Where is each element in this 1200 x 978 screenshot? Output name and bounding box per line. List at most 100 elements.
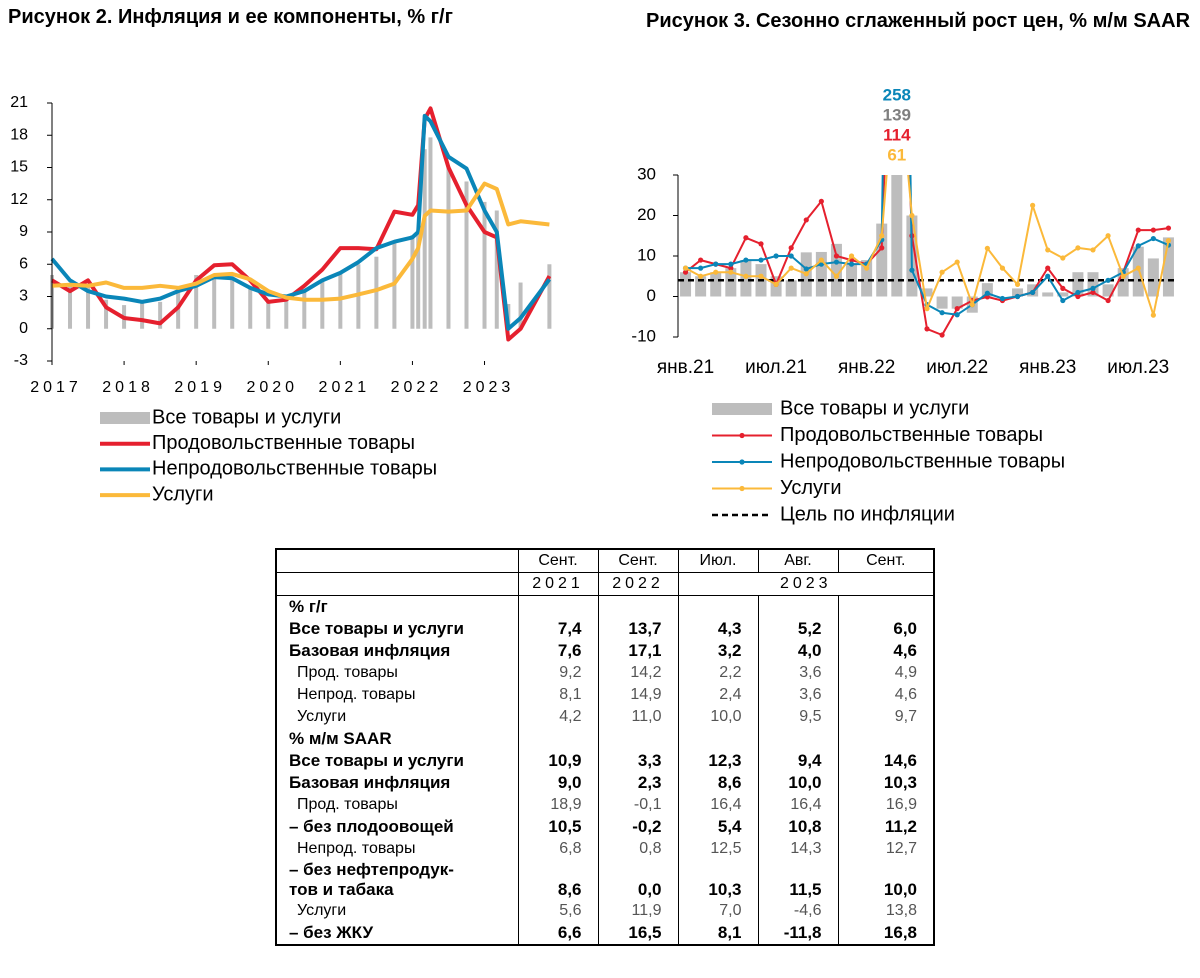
point: [682, 265, 689, 271]
table-cell: 2,4: [677, 684, 758, 706]
table-cell: 9,2: [517, 662, 598, 684]
table-row: Прод. товары 18,9 -0,1 16,4 16,4 16,9: [276, 794, 934, 816]
data-label: 258: [883, 85, 911, 104]
point: [1045, 273, 1051, 279]
point: [1060, 255, 1066, 261]
point: [773, 281, 779, 287]
table-cell: 2,2: [677, 662, 758, 684]
table-cell: 13,7: [597, 618, 678, 640]
x-tick-label: 2017: [30, 379, 82, 396]
bar: [725, 268, 737, 297]
table-cell: 16,5: [597, 922, 678, 945]
table-cell: 6,8: [517, 838, 598, 860]
bar: [194, 275, 199, 329]
table-cell: 10,3: [837, 772, 934, 794]
point: [1105, 233, 1111, 239]
table-cell: 9,7: [837, 706, 934, 728]
table-cell: 2,3: [597, 772, 678, 794]
header-cell: Сент.: [597, 548, 679, 573]
point: [1030, 202, 1036, 208]
series-line: [50, 106, 552, 342]
table-cell: 9,0: [517, 772, 598, 794]
x-tick-label: 2023: [463, 379, 515, 396]
point: [1150, 227, 1156, 233]
y-tick-label: 20: [637, 205, 656, 224]
table-cell: 18,9: [517, 794, 598, 816]
bar: [936, 296, 948, 309]
point: [1135, 265, 1141, 271]
table-cell: 9,4: [757, 750, 838, 772]
table-cell: 11,0: [597, 706, 678, 728]
legend-label: Все товары и услуги: [152, 406, 341, 428]
bar: [464, 181, 469, 329]
bar: [374, 256, 379, 329]
table-cell: [517, 728, 598, 750]
year-cell: 2021: [517, 572, 599, 596]
year-row: 2021 2022 2023: [275, 572, 935, 596]
legend-label: Продовольственные товары: [152, 432, 415, 454]
bar: [981, 283, 993, 297]
x-tick-label: 2022: [391, 379, 443, 396]
point: [909, 267, 915, 273]
point: [818, 198, 824, 204]
point: [833, 273, 840, 279]
bar: [338, 272, 343, 329]
bar: [140, 302, 145, 329]
table-cell: 3,6: [757, 662, 838, 684]
bar: [518, 282, 523, 329]
legend-swatch: [712, 403, 772, 415]
charts: -3 0 3 6 9 12 15 18 21 2017 2018 2019 2020 2021 2022 20…: [10, 47, 1176, 525]
bar: [446, 166, 451, 329]
table-cell: 14,9: [597, 684, 678, 706]
table-row: Непрод. товары 8,1 14,9 2,4 3,6 4,6: [276, 684, 934, 706]
table-cell: 0,0: [597, 860, 678, 900]
point: [758, 257, 764, 263]
point: [788, 245, 794, 251]
y-tick-label: -3: [14, 352, 28, 369]
x-tick-label: янв.23: [1019, 357, 1076, 378]
table-cell: 8,1: [517, 684, 598, 706]
table-cell: [597, 728, 678, 750]
table-cell: 12,3: [677, 750, 758, 772]
bar: [1072, 272, 1084, 297]
y-tick-label: 30: [637, 164, 656, 183]
point: [894, 47, 899, 52]
x-tick-label: янв.21: [657, 357, 714, 378]
x-tick-label: янв.22: [838, 357, 895, 378]
table-cell: 10,5: [517, 816, 598, 838]
table-cell: 7,6: [517, 640, 598, 662]
point: [758, 241, 764, 247]
y-tick-label: 6: [19, 255, 28, 272]
point: [969, 302, 975, 308]
point: [954, 312, 960, 318]
table-cell: 3,6: [757, 684, 838, 706]
point: [803, 271, 809, 277]
header-cell: [275, 572, 519, 596]
bar: [1132, 246, 1144, 297]
point: [1150, 312, 1156, 318]
table-cell: 8,1: [677, 922, 758, 945]
y-tick-label: 15: [10, 159, 28, 176]
point: [713, 269, 719, 275]
table-cell: [517, 595, 598, 618]
bar: [830, 243, 842, 297]
legend-label: Услуги: [780, 477, 842, 499]
y-tick-label: 0: [647, 286, 656, 305]
table-cell: 10,9: [517, 750, 598, 772]
year-cell: 2023: [677, 572, 935, 596]
table-row: Все товары и услуги 10,9 3,3 12,3 9,4 14,6: [276, 750, 934, 772]
bar: [248, 287, 253, 329]
y-tick-label: 3: [19, 288, 28, 305]
bar: [320, 281, 325, 329]
table-row: Базовая инфляция 9,0 2,3 8,6 10,0 10,3: [276, 772, 934, 794]
legend-swatch: [100, 412, 150, 424]
point: [803, 217, 809, 223]
point: [1165, 238, 1172, 244]
bar: [410, 235, 415, 329]
point: [1165, 225, 1172, 231]
table-row: – без ЖКУ 6,6 16,5 8,1 -11,8 16,8: [276, 922, 934, 945]
point: [1045, 247, 1051, 253]
point: [1075, 293, 1081, 300]
y-tick-label: 10: [637, 245, 656, 264]
